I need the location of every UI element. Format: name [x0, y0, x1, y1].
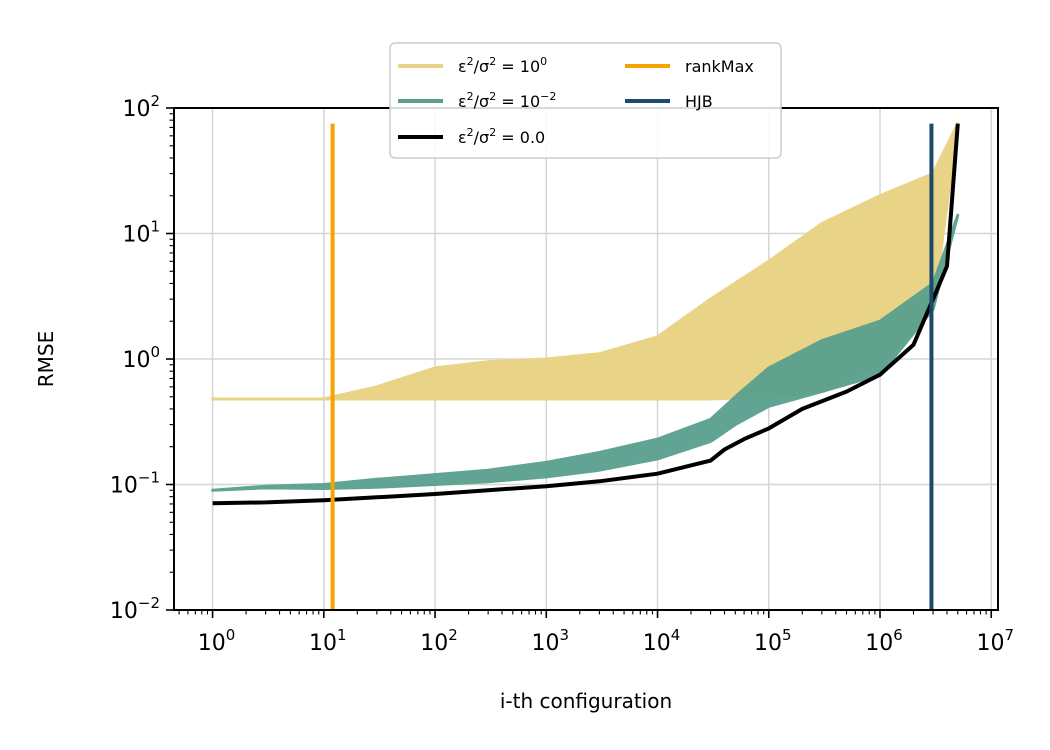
- y-tick-label: 101: [122, 218, 160, 248]
- y-tick-label: 102: [122, 92, 160, 122]
- legend-box: [389, 42, 782, 159]
- x-tick-label: 104: [643, 626, 681, 656]
- y-tick-label: 100: [122, 343, 160, 373]
- legend-label: HJB: [685, 92, 713, 111]
- series-band-1: [211, 213, 960, 492]
- x-tick-label: 105: [754, 626, 792, 656]
- series-line-2: [212, 123, 960, 506]
- y-tick-label: 10−2: [110, 594, 160, 624]
- legend: ε2/σ2 = 100 ε2/σ2 = 10−2 ε2/σ2 = 0.0 rankMa…: [389, 42, 782, 159]
- x-axis-label: i-th configuration: [500, 689, 672, 713]
- legend-label: ε2/σ2 = 100: [458, 55, 547, 76]
- series-layer: [211, 122, 960, 610]
- legend-label: ε2/σ2 = 0.0: [458, 126, 545, 147]
- x-tick-label: 101: [309, 626, 347, 656]
- legend-label: rankMax: [685, 57, 754, 76]
- y-tick-label: 10−1: [110, 469, 160, 499]
- x-tick-label: 107: [976, 626, 1014, 656]
- x-tick-label: 106: [865, 626, 903, 656]
- x-tick-label: 103: [532, 626, 570, 656]
- legend-label: ε2/σ2 = 10−2: [458, 90, 556, 111]
- axis-ticks: 100 101 102 103 104 105 106 107 10−2 10−1 100 101 10…: [110, 92, 1014, 656]
- x-tick-label: 100: [198, 626, 236, 656]
- x-tick-label: 102: [420, 626, 458, 656]
- y-axis-label: RMSE: [34, 331, 58, 387]
